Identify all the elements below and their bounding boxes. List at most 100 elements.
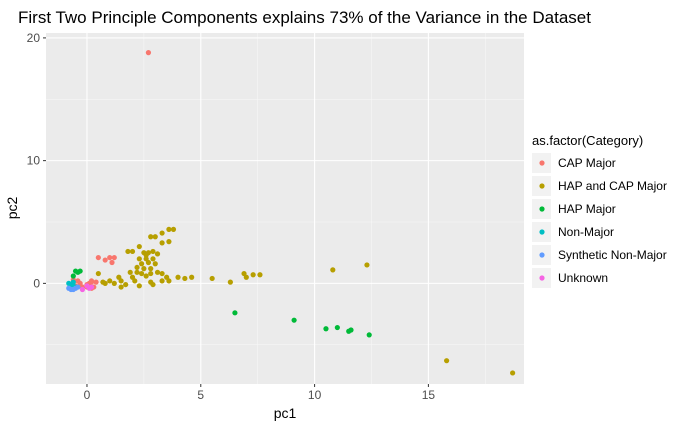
y-tick-label: 20 — [27, 31, 41, 45]
point-hap-and-cap-major — [166, 226, 172, 232]
chart-title: First Two Principle Components explains … — [18, 8, 591, 27]
x-tick-label: 10 — [308, 388, 322, 402]
x-axis-title: pc1 — [274, 405, 297, 421]
point-hap-and-cap-major — [182, 275, 188, 282]
point-synthetic-non-major — [70, 286, 76, 293]
legend-label-non-major: Non-Major — [558, 225, 614, 239]
legend-label-unknown: Unknown — [558, 271, 608, 285]
point-cap-major — [145, 50, 152, 56]
point-cap-major — [95, 254, 101, 261]
point-hap-and-cap-major — [159, 278, 165, 284]
point-hap-and-cap-major — [148, 270, 154, 277]
point-hap-and-cap-major — [118, 284, 124, 290]
point-hap-and-cap-major — [159, 240, 165, 246]
point-cap-major — [111, 254, 117, 261]
point-cap-major — [93, 279, 99, 285]
x-tick-label: 0 — [84, 388, 91, 402]
point-hap-and-cap-major — [123, 281, 129, 288]
point-hap-and-cap-major — [227, 279, 233, 285]
point-hap-and-cap-major — [170, 226, 177, 232]
legend-key-non-major — [539, 229, 545, 235]
point-hap-and-cap-major — [136, 283, 142, 289]
point-hap-and-cap-major — [159, 270, 165, 277]
y-axis-ticks: 0 10 20 — [27, 31, 46, 290]
point-cap-major — [102, 257, 108, 263]
point-hap-and-cap-major — [139, 270, 145, 277]
point-hap-and-cap-major — [364, 262, 370, 268]
point-hap-and-cap-major — [136, 243, 142, 250]
point-hap-and-cap-major — [257, 272, 263, 278]
point-hap-and-cap-major — [250, 272, 256, 278]
point-hap-and-cap-major — [148, 234, 154, 240]
point-hap-and-cap-major — [100, 279, 106, 285]
point-hap-and-cap-major — [152, 234, 158, 240]
legend-key-unknown — [539, 275, 545, 281]
point-hap-major — [232, 310, 238, 316]
point-hap-and-cap-major — [154, 269, 161, 275]
point-hap-and-cap-major — [134, 264, 140, 271]
point-hap-major — [77, 268, 83, 274]
point-hap-and-cap-major — [154, 251, 161, 257]
y-tick-label: 0 — [33, 276, 40, 290]
point-hap-major — [334, 324, 340, 331]
point-hap-and-cap-major — [152, 261, 158, 267]
point-synthetic-non-major — [75, 284, 81, 290]
minor-gridlines — [46, 33, 524, 384]
y-tick-label: 10 — [27, 154, 41, 168]
x-axis-ticks: 0 5 10 15 — [84, 384, 436, 402]
point-cap-major — [88, 279, 95, 285]
point-hap-and-cap-major — [143, 273, 149, 279]
point-non-major — [70, 279, 76, 285]
legend-key-cap-major — [539, 160, 545, 166]
point-hap-major — [70, 273, 76, 279]
legend-key-synthetic-non-major — [539, 252, 545, 258]
legend-label-hap-major: HAP Major — [558, 202, 616, 216]
point-hap-and-cap-major — [189, 274, 195, 280]
legend-box — [532, 152, 682, 292]
point-hap-and-cap-major — [125, 248, 131, 255]
point-hap-and-cap-major — [209, 275, 215, 282]
point-hap-and-cap-major — [166, 278, 172, 284]
point-hap-and-cap-major — [145, 259, 152, 266]
data-points — [66, 50, 516, 376]
point-unknown — [79, 286, 86, 293]
point-hap-and-cap-major — [143, 252, 149, 258]
legend-key-hap-and-cap-major — [539, 183, 545, 189]
point-hap-and-cap-major — [150, 248, 156, 255]
legend-label-cap-major: CAP Major — [558, 156, 616, 170]
legend-label-synthetic-non-major: Synthetic Non-Major — [558, 248, 667, 262]
point-hap-and-cap-major — [95, 270, 101, 277]
point-hap-and-cap-major — [243, 274, 249, 280]
legend-label-hap-and-cap-major: HAP and CAP Major — [558, 179, 667, 193]
point-unknown — [88, 284, 95, 290]
point-hap-and-cap-major — [175, 274, 181, 280]
point-hap-major — [348, 327, 354, 333]
point-hap-and-cap-major — [150, 256, 156, 262]
point-hap-and-cap-major — [136, 256, 142, 262]
point-cap-major — [109, 259, 115, 266]
point-hap-major — [366, 332, 372, 338]
point-hap-and-cap-major — [330, 267, 336, 273]
legend: as.factor(Category) CAP Major HAP and CAP… — [532, 133, 682, 292]
point-cap-major — [75, 278, 81, 284]
x-tick-label: 15 — [422, 388, 436, 402]
point-hap-and-cap-major — [166, 239, 172, 245]
point-hap-and-cap-major — [118, 278, 124, 284]
point-non-major — [66, 280, 72, 286]
point-hap-and-cap-major — [444, 358, 450, 364]
legend-title: as.factor(Category) — [532, 133, 643, 148]
point-hap-and-cap-major — [132, 278, 138, 284]
point-hap-and-cap-major — [141, 266, 147, 272]
plot-panel — [46, 33, 524, 384]
point-hap-and-cap-major — [510, 370, 516, 376]
point-hap-and-cap-major — [150, 281, 156, 288]
x-tick-label: 5 — [197, 388, 204, 402]
point-hap-and-cap-major — [159, 230, 165, 236]
point-hap-and-cap-major — [111, 280, 117, 286]
point-hap-major — [323, 326, 329, 332]
y-axis-title: pc2 — [4, 197, 20, 220]
point-hap-and-cap-major — [139, 261, 145, 267]
point-hap-and-cap-major — [127, 269, 133, 275]
point-hap-and-cap-major — [107, 278, 113, 284]
